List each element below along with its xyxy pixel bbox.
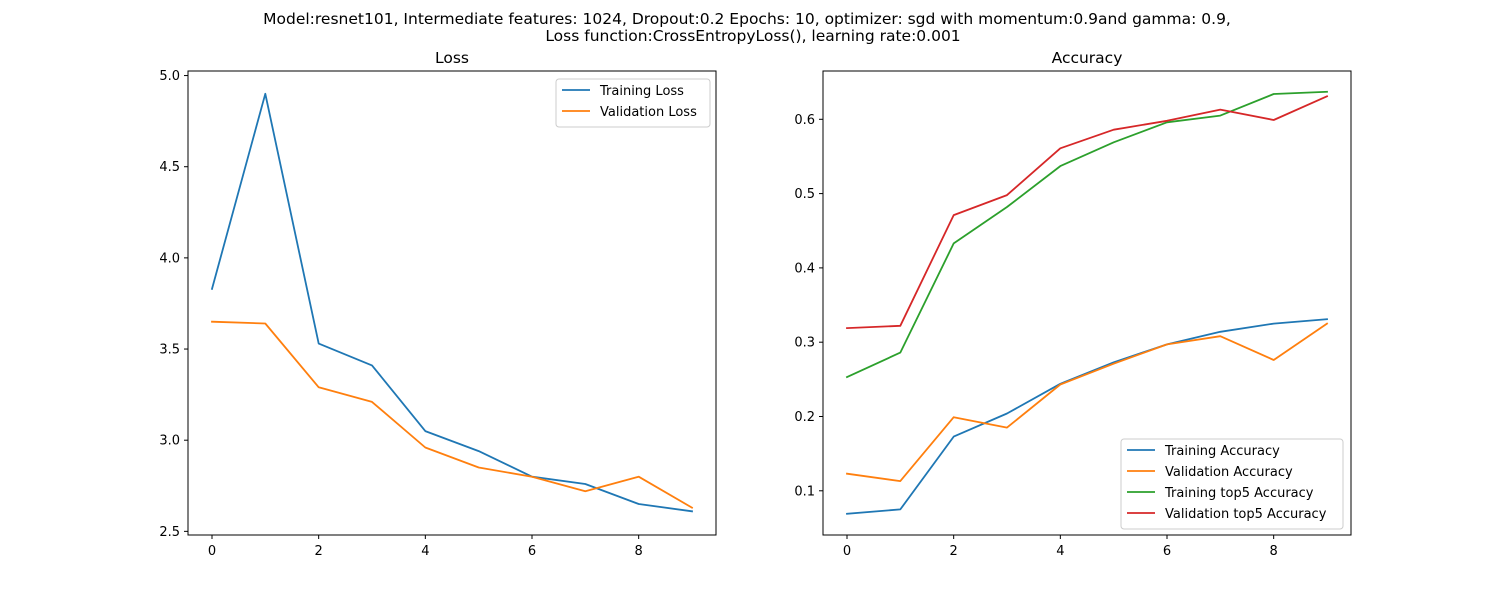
axes-frame <box>822 70 1352 536</box>
y-tick-label: 4.0 <box>159 251 180 266</box>
axes-frame <box>187 70 717 536</box>
legend-box <box>555 78 711 128</box>
x-tick-label: 2 <box>950 544 958 559</box>
accuracy-chart: Accuracy 0 2 4 6 8 0.1 0.2 0.3 0.4 0.5 0.6 Training … <box>794 49 1352 559</box>
chart-title: Loss <box>435 49 469 67</box>
y-tick-label: 0.2 <box>794 410 815 425</box>
x-tick-label: 0 <box>208 544 216 559</box>
y-tick-label: 0.3 <box>794 336 815 351</box>
y-tick-label: 0.5 <box>794 187 815 202</box>
y-tick-label: 4.5 <box>159 160 180 175</box>
x-tick-label: 4 <box>1056 544 1064 559</box>
x-tick-label: 2 <box>315 544 323 559</box>
legend-box <box>1120 438 1344 530</box>
suptitle-line-1: Model:resnet101, Intermediate features: … <box>263 10 1231 28</box>
legend: Training Loss Validation Loss <box>555 78 711 128</box>
series-line-0 <box>846 318 1328 515</box>
legend: Training Accuracy Validation Accuracy Trai… <box>1120 438 1344 530</box>
series-line-1 <box>211 320 694 509</box>
y-tick-label: 0.1 <box>794 484 815 499</box>
x-tick-label: 8 <box>1270 544 1278 559</box>
suptitle-line-2: Loss function:CrossEntropyLoss(), learni… <box>545 27 960 45</box>
legend-label: Training top5 Accuracy <box>1164 486 1314 501</box>
series-line-2 <box>845 90 1328 379</box>
series-line-1 <box>845 322 1329 483</box>
legend-label: Validation top5 Accuracy <box>1165 507 1327 522</box>
x-tick-label: 0 <box>843 544 851 559</box>
series-line-0 <box>210 92 694 513</box>
y-tick-label: 2.5 <box>159 525 180 540</box>
x-tick-label: 4 <box>421 544 429 559</box>
x-tick-label: 8 <box>635 544 643 559</box>
legend-label: Validation Loss <box>600 105 697 120</box>
x-tick-label: 6 <box>1163 544 1171 559</box>
y-tick-label: 0.6 <box>794 113 815 128</box>
loss-chart: Loss 0 2 4 6 8 2.5 3.0 3.5 4.0 4.5 5.0 Training Loss… <box>159 49 717 559</box>
legend-label: Training Loss <box>599 84 684 99</box>
legend-label: Validation Accuracy <box>1165 465 1293 480</box>
series-line-3 <box>846 95 1329 330</box>
y-tick-label: 3.0 <box>159 434 180 449</box>
x-tick-label: 6 <box>528 544 536 559</box>
y-tick-label: 5.0 <box>159 69 180 84</box>
legend-label: Training Accuracy <box>1164 444 1280 459</box>
y-tick-label: 0.4 <box>794 261 815 276</box>
y-tick-label: 3.5 <box>159 343 180 358</box>
chart-title: Accuracy <box>1052 49 1123 67</box>
